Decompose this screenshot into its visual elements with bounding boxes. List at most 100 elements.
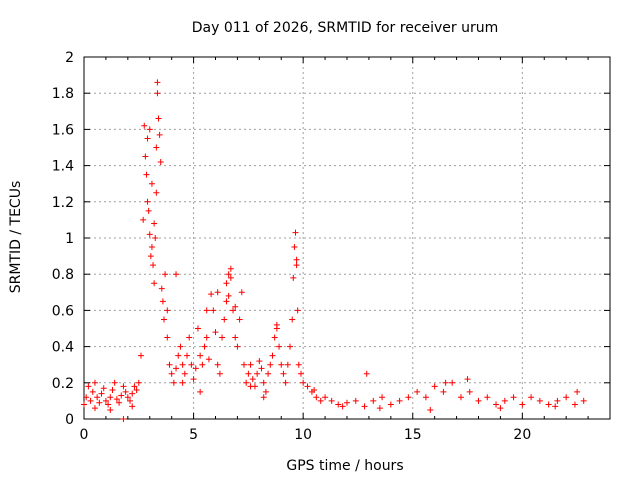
data-point — [194, 325, 201, 332]
data-point — [370, 397, 377, 404]
data-point — [153, 189, 160, 196]
data-point — [151, 280, 158, 287]
data-point — [501, 397, 508, 404]
data-point — [230, 307, 237, 314]
data-point — [164, 334, 171, 341]
data-point — [162, 271, 169, 278]
data-point — [422, 394, 429, 401]
data-point — [510, 394, 517, 401]
data-point — [234, 343, 241, 350]
data-point — [124, 394, 131, 401]
data-point — [258, 365, 265, 372]
data-point — [278, 361, 285, 368]
data-point — [431, 383, 438, 390]
data-point — [225, 271, 232, 278]
data-point — [159, 298, 166, 305]
data-point — [291, 244, 298, 251]
data-point — [328, 397, 335, 404]
data-point — [273, 321, 280, 328]
data-point — [247, 361, 254, 368]
data-point — [164, 307, 171, 314]
data-point — [236, 316, 243, 323]
y-tick-label: 0 — [65, 412, 74, 428]
data-point — [179, 379, 186, 386]
data-point — [293, 262, 300, 269]
data-point — [379, 394, 386, 401]
data-point — [111, 379, 118, 386]
data-point — [212, 329, 219, 336]
data-point — [214, 361, 221, 368]
data-point — [238, 289, 245, 296]
data-point — [554, 397, 561, 404]
x-tick-label: 20 — [513, 427, 531, 443]
y-tick-label: 2 — [65, 50, 74, 66]
data-point — [201, 343, 208, 350]
data-point — [225, 292, 232, 299]
data-point — [142, 153, 149, 160]
data-point — [184, 352, 191, 359]
y-tick-label: 0.6 — [52, 303, 74, 319]
data-point — [396, 397, 403, 404]
data-point — [247, 383, 254, 390]
data-point — [160, 316, 167, 323]
data-point — [322, 394, 329, 401]
data-point — [120, 416, 127, 422]
data-point — [122, 388, 129, 395]
data-point — [254, 370, 261, 377]
data-point — [574, 388, 581, 395]
x-axis-label: GPS time / hours — [286, 458, 403, 474]
data-point — [552, 403, 559, 410]
data-point — [304, 383, 311, 390]
data-point — [293, 256, 300, 263]
data-point — [188, 361, 195, 368]
data-point — [175, 352, 182, 359]
data-point — [363, 370, 370, 377]
y-tick-label: 1 — [65, 231, 74, 247]
data-point — [153, 144, 160, 151]
data-point — [311, 387, 318, 394]
data-point — [352, 397, 359, 404]
data-point — [289, 316, 296, 323]
data-point — [144, 135, 151, 142]
data-point — [464, 376, 471, 383]
data-point — [267, 361, 274, 368]
data-point — [170, 379, 177, 386]
data-point — [173, 271, 180, 278]
data-point — [227, 274, 234, 281]
data-point — [262, 388, 269, 395]
data-point — [107, 406, 114, 413]
data-point — [146, 231, 153, 238]
data-point — [96, 399, 103, 406]
data-point — [118, 392, 125, 399]
data-point — [457, 394, 464, 401]
data-point — [107, 394, 114, 401]
data-point — [181, 370, 188, 377]
data-point — [116, 399, 123, 406]
data-point — [197, 352, 204, 359]
data-point — [536, 397, 543, 404]
data-point — [210, 307, 217, 314]
y-axis-label: SRMTID / TECUs — [8, 181, 24, 294]
data-point — [192, 365, 199, 372]
data-point — [129, 403, 136, 410]
data-point — [245, 370, 252, 377]
data-point — [284, 361, 291, 368]
data-point — [208, 291, 215, 298]
data-point — [290, 274, 297, 281]
y-tick-label: 1.2 — [52, 195, 74, 211]
data-point — [203, 334, 210, 341]
data-point — [427, 406, 434, 413]
data-point — [140, 216, 147, 223]
data-point — [157, 158, 164, 165]
data-point — [199, 361, 206, 368]
data-point — [297, 370, 304, 377]
data-point — [216, 370, 223, 377]
data-point — [249, 376, 256, 383]
data-point — [137, 352, 144, 359]
data-point — [105, 401, 112, 408]
data-point — [152, 235, 159, 241]
x-tick-label: 10 — [294, 427, 312, 443]
chart-title: Day 011 of 2026, SRMTID for receiver uru… — [192, 20, 499, 36]
